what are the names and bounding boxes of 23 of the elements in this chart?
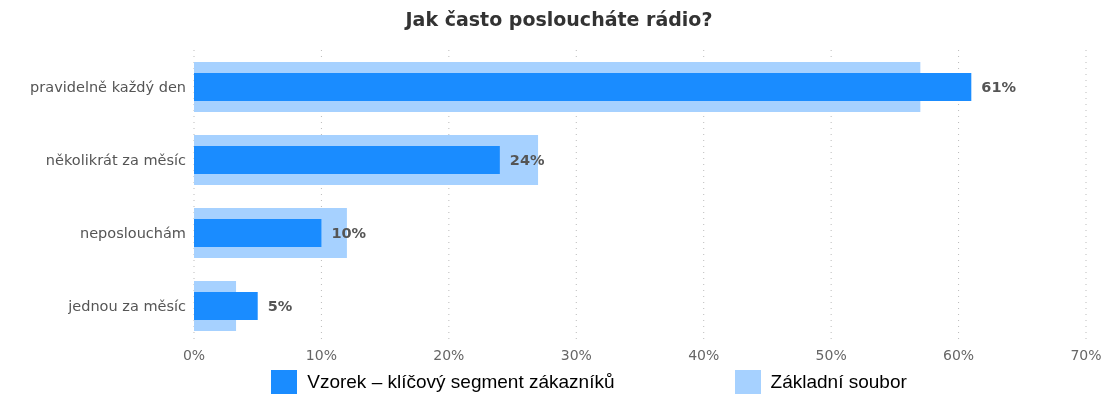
- y-tick-label: jednou za měsíc: [67, 297, 187, 314]
- legend-label: Základní soubor: [770, 371, 907, 393]
- x-tick-label: 60%: [943, 346, 975, 363]
- bar: [194, 292, 258, 320]
- bar: [194, 219, 322, 247]
- x-tick-label: 70%: [1070, 346, 1102, 363]
- y-tick-label: neposlouchám: [79, 224, 186, 241]
- chart-title: Jak často posloucháte rádio?: [403, 8, 714, 32]
- x-tick-label: 40%: [688, 346, 720, 363]
- data-label: 5%: [267, 298, 293, 314]
- x-tick-label: 20%: [433, 346, 465, 363]
- x-tick-label: 30%: [560, 346, 592, 363]
- y-tick-label: několikrát za měsíc: [45, 151, 187, 168]
- legend-label: Vzorek – klíčový segment zákazníků: [307, 371, 615, 393]
- y-tick-label: pravidelně každý den: [30, 78, 186, 95]
- x-tick-label: 0%: [182, 346, 206, 363]
- x-tick-label: 50%: [815, 346, 847, 363]
- bar: [194, 73, 972, 101]
- data-label: 10%: [331, 225, 367, 241]
- data-label: 61%: [981, 79, 1017, 95]
- bar: [194, 146, 500, 174]
- x-tick-label: 10%: [305, 346, 337, 363]
- data-label: 24%: [509, 152, 546, 168]
